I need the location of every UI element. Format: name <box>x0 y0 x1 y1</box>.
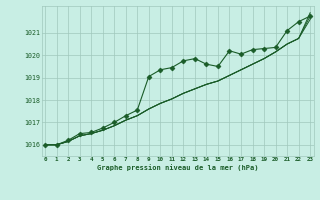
X-axis label: Graphe pression niveau de la mer (hPa): Graphe pression niveau de la mer (hPa) <box>97 164 258 171</box>
